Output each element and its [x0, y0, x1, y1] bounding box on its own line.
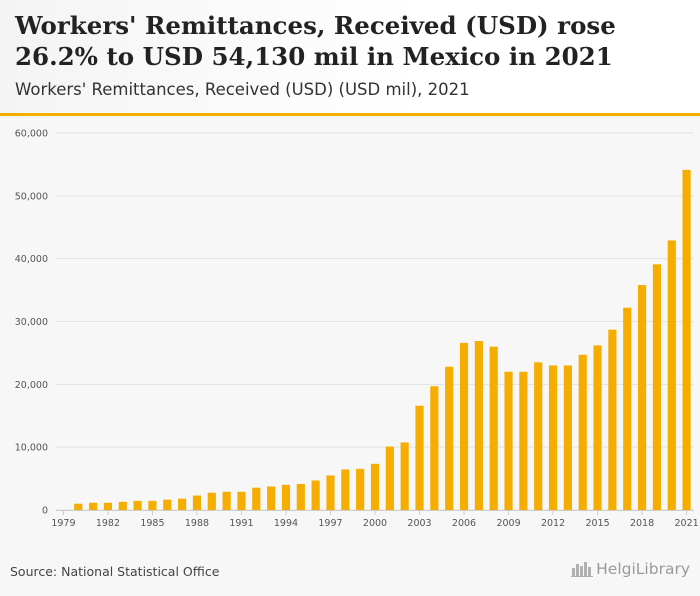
bar	[296, 483, 305, 510]
bar	[430, 386, 439, 510]
source-note: Source: National Statistical Office	[10, 564, 220, 579]
y-tick-label: 60,000	[15, 129, 48, 140]
x-tick-label: 2012	[541, 518, 565, 529]
bar	[504, 371, 513, 510]
header: Workers' Remittances, Received (USD) ros…	[0, 0, 700, 113]
bar	[578, 354, 587, 510]
bar	[178, 498, 187, 510]
bar	[237, 491, 246, 510]
bar	[637, 285, 647, 510]
x-tick-label: 2009	[496, 518, 520, 529]
x-tick-label: 1988	[185, 518, 209, 529]
x-tick-label: 2003	[407, 518, 431, 529]
bar	[356, 468, 365, 510]
bar	[563, 365, 572, 510]
header-accent-line	[0, 113, 700, 116]
bar	[74, 503, 83, 510]
city-skyline-icon	[571, 562, 594, 577]
x-tick-label: 1997	[318, 518, 342, 529]
y-tick-label: 0	[42, 506, 48, 517]
bar	[474, 340, 483, 510]
y-tick-label: 20,000	[15, 380, 48, 391]
footer: Source: National Statistical Office Helg…	[0, 546, 700, 596]
bar	[415, 405, 424, 510]
chart-title: Workers' Remittances, Received (USD) ros…	[15, 11, 616, 71]
x-tick-label: 2018	[630, 518, 654, 529]
bar	[534, 362, 543, 510]
bar	[192, 495, 202, 510]
bar	[267, 486, 276, 510]
bar	[519, 371, 528, 510]
bar	[489, 346, 498, 510]
x-tick-label: 2015	[585, 518, 609, 529]
y-tick-label: 40,000	[15, 254, 48, 265]
bar	[118, 501, 127, 510]
bar	[103, 502, 113, 510]
bar	[548, 365, 558, 510]
x-tick-label: 2000	[363, 518, 387, 529]
bar	[667, 240, 676, 510]
bar	[341, 469, 350, 510]
bar	[222, 491, 231, 510]
bar	[593, 345, 602, 510]
bar-chart: 0 10,000 20,000 30,000 40,000 50,000 60,000 197…	[15, 129, 699, 530]
brand-name: HelgiLibrary	[596, 560, 690, 578]
bar	[385, 446, 394, 510]
brand-logo[interactable]: HelgiLibrary	[571, 560, 690, 578]
x-tick-label: 1991	[229, 518, 253, 529]
bar	[163, 499, 172, 510]
y-tick-label: 50,000	[15, 191, 48, 202]
bar	[370, 463, 380, 510]
x-tick-label: 1979	[51, 518, 75, 529]
bar	[281, 484, 291, 510]
bar	[89, 502, 98, 510]
x-tick-label: 2006	[452, 518, 476, 529]
x-tick-label: 1982	[96, 518, 120, 529]
bar	[252, 487, 261, 510]
plot-area: 0 10,000 20,000 30,000 40,000 50,000 60,000 197…	[0, 116, 700, 546]
chart-subtitle: Workers' Remittances, Received (USD) (US…	[15, 80, 470, 99]
bar	[682, 169, 691, 510]
bar	[652, 264, 661, 510]
y-tick-label: 10,000	[15, 443, 48, 454]
bar	[459, 342, 469, 510]
y-tick-label: 30,000	[15, 317, 48, 328]
bar	[311, 480, 320, 510]
bar	[400, 442, 409, 510]
bar	[207, 492, 216, 510]
bar	[445, 366, 454, 510]
bar	[133, 500, 142, 510]
bar	[608, 329, 617, 510]
bar	[326, 475, 335, 510]
x-tick-label: 1985	[140, 518, 164, 529]
x-tick-label: 2021	[674, 518, 698, 529]
bar	[623, 307, 632, 510]
x-tick-label: 1994	[274, 518, 298, 529]
bar	[148, 500, 157, 510]
